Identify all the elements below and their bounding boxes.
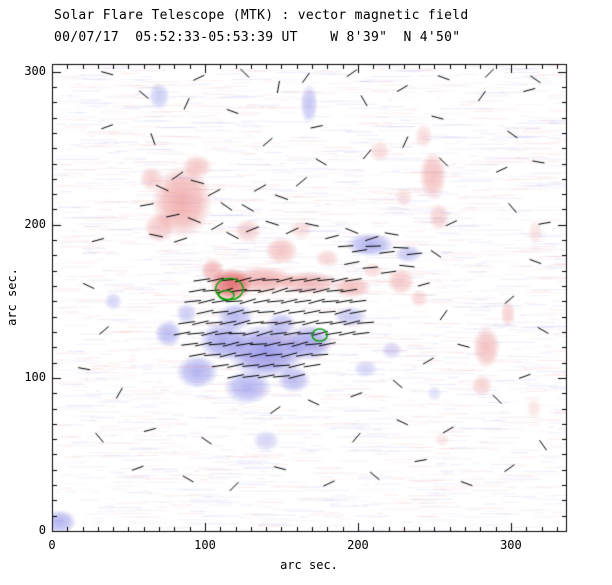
y-axis-label: arc sec. [5, 268, 19, 326]
y-tick-label: 300 [24, 63, 46, 78]
y-tick-label: 100 [24, 369, 46, 384]
x-axis-label: arc sec. [280, 558, 338, 572]
plot-subtitle: 00/07/17 05:52:33-05:53:39 UT W 8'39" N … [54, 30, 461, 45]
x-tick-label: 0 [48, 538, 56, 552]
x-tick-label: 200 [347, 538, 369, 552]
x-tick-label: 300 [500, 538, 522, 552]
plot-title: Solar Flare Telescope (MTK) : vector mag… [54, 8, 469, 23]
y-tick-label: 200 [24, 216, 46, 231]
y-tick-label: 0 [38, 523, 46, 537]
x-tick-label: 100 [194, 538, 216, 552]
